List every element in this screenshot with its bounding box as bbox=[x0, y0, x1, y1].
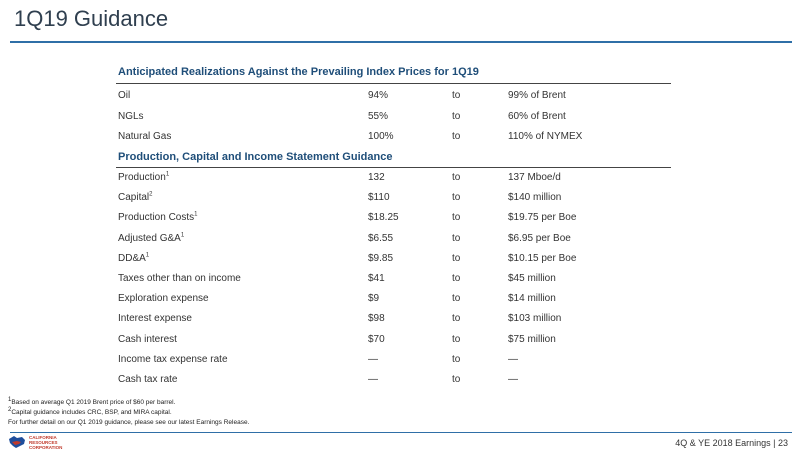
row-high-value: $45 million bbox=[508, 273, 556, 284]
row-low-value: 100% bbox=[368, 131, 394, 142]
footnote-3: For further detail on our Q1 2019 guidan… bbox=[8, 419, 250, 426]
row-low-value: $41 bbox=[368, 273, 385, 284]
row-high-value: $75 million bbox=[508, 333, 556, 345]
footnote-2: 2Capital guidance includes CRC, BSP, and… bbox=[8, 406, 172, 416]
section-heading-realizations: Anticipated Realizations Against the Pre… bbox=[118, 66, 479, 78]
logo-line-1: CALIFORNIA bbox=[29, 434, 57, 440]
table-row: Oil 94% to 99% of Brent bbox=[116, 86, 671, 106]
table-row: Cash tax rate — to — bbox=[116, 370, 671, 390]
row-to: to bbox=[452, 90, 461, 101]
row-high-value: 60% of Brent bbox=[508, 110, 566, 122]
row-label-superscript: 1 bbox=[180, 232, 185, 239]
row-to: to bbox=[452, 172, 461, 183]
row-label: Exploration expense bbox=[118, 293, 209, 305]
section-heading-guidance: Production, Capital and Income Statement… bbox=[118, 151, 393, 163]
section-rule-realizations bbox=[116, 83, 671, 84]
row-low-value: $9 bbox=[368, 293, 380, 305]
row-label: Production1 bbox=[118, 171, 170, 183]
row-label: Adjusted G&A1 bbox=[118, 232, 185, 244]
table-row: DD&A1 $9.85 to $10.15 per Boe bbox=[116, 249, 671, 269]
row-to: to bbox=[452, 353, 461, 365]
row-label: Cash interest bbox=[118, 333, 177, 345]
row-high-value: $14 million bbox=[508, 293, 556, 305]
row-high-value: 137 Mboe/d bbox=[508, 172, 561, 183]
section-rule-guidance bbox=[116, 167, 671, 168]
table-row: Capital2 $110 to $140 million bbox=[116, 188, 671, 208]
row-low-value: $6.55 bbox=[368, 232, 394, 244]
footer-page-label: 4Q & YE 2018 Earnings | 23 bbox=[675, 438, 788, 448]
row-low-value: $18.25 bbox=[368, 212, 399, 224]
row-to: to bbox=[452, 333, 461, 345]
row-label: Interest expense bbox=[118, 313, 192, 325]
table-row: Adjusted G&A1 $6.55 to $6.95 per Boe bbox=[116, 229, 671, 249]
title-divider bbox=[10, 41, 792, 43]
row-label-superscript: 2 bbox=[149, 191, 153, 198]
row-low-value: $110 bbox=[368, 192, 390, 204]
row-label: NGLs bbox=[118, 110, 144, 122]
row-label-superscript: 1 bbox=[194, 212, 198, 219]
table-row: NGLs 55% to 60% of Brent bbox=[116, 107, 671, 127]
row-to: to bbox=[452, 131, 461, 142]
row-to: to bbox=[452, 293, 461, 305]
row-label-superscript: 1 bbox=[145, 252, 150, 259]
row-high-value: $6.95 per Boe bbox=[508, 232, 571, 244]
row-to: to bbox=[452, 192, 461, 204]
row-high-value: $19.75 per Boe bbox=[508, 212, 577, 224]
row-high-value: $140 million bbox=[508, 192, 562, 204]
row-label: Taxes other than on income bbox=[118, 273, 241, 284]
row-high-value: 99% of Brent bbox=[508, 90, 566, 101]
row-low-value: 55% bbox=[368, 110, 389, 122]
row-label: Oil bbox=[118, 90, 131, 101]
table-row: Production Costs1 $18.25 to $19.75 per Boe bbox=[116, 208, 671, 228]
table-row: Production1 132 to 137 Mboe/d bbox=[116, 168, 671, 188]
row-high-value: $103 million bbox=[508, 313, 562, 325]
row-low-value: $98 bbox=[368, 313, 385, 325]
footnotes: 1Based on average Q1 2019 Brent price of… bbox=[8, 396, 250, 428]
row-to: to bbox=[452, 252, 461, 264]
row-low-value: — bbox=[368, 353, 378, 365]
row-to: to bbox=[452, 273, 461, 284]
row-to: to bbox=[452, 110, 461, 122]
table-row: Taxes other than on income $41 to $45 milli… bbox=[116, 269, 671, 289]
row-low-value: $70 bbox=[368, 333, 385, 345]
table-row: Cash interest $70 to $75 million bbox=[116, 330, 671, 350]
table-row: Interest expense $98 to $103 million bbox=[116, 309, 671, 329]
row-label: Income tax expense rate bbox=[118, 353, 228, 365]
table-row: Income tax expense rate — to — bbox=[116, 350, 671, 370]
row-low-value: 94% bbox=[368, 90, 389, 101]
table-row: Natural Gas 100% to 110% of NYMEX bbox=[116, 127, 671, 147]
table-row: Exploration expense $9 to $14 million bbox=[116, 289, 671, 309]
row-label: DD&A1 bbox=[118, 252, 150, 264]
row-to: to bbox=[452, 313, 461, 325]
row-high-value: $10.15 per Boe bbox=[508, 252, 577, 264]
footnote-1: 1Based on average Q1 2019 Brent price of… bbox=[8, 396, 176, 406]
logo-line-3: CORPORATION bbox=[29, 444, 63, 450]
footer-divider bbox=[10, 432, 792, 433]
row-low-value: — bbox=[368, 374, 378, 385]
row-low-value: $9.85 bbox=[368, 252, 394, 264]
row-label: Capital2 bbox=[118, 191, 153, 204]
california-bear-icon bbox=[9, 436, 25, 448]
row-label: Production Costs1 bbox=[118, 212, 198, 224]
row-low-value: 132 bbox=[368, 172, 385, 183]
row-to: to bbox=[452, 212, 461, 224]
logo-line-2: RESOURCES bbox=[29, 439, 58, 445]
page-title: 1Q19 Guidance bbox=[14, 6, 169, 31]
row-high-value: — bbox=[508, 353, 518, 365]
row-high-value: 110% of NYMEX bbox=[508, 131, 583, 142]
company-logo: CALIFORNIA RESOURCES CORPORATION bbox=[8, 434, 62, 450]
row-label: Cash tax rate bbox=[118, 374, 178, 385]
row-to: to bbox=[452, 374, 461, 385]
row-high-value: — bbox=[508, 374, 518, 385]
row-to: to bbox=[452, 232, 461, 244]
row-label: Natural Gas bbox=[118, 131, 172, 142]
row-label-superscript: 1 bbox=[165, 171, 170, 178]
